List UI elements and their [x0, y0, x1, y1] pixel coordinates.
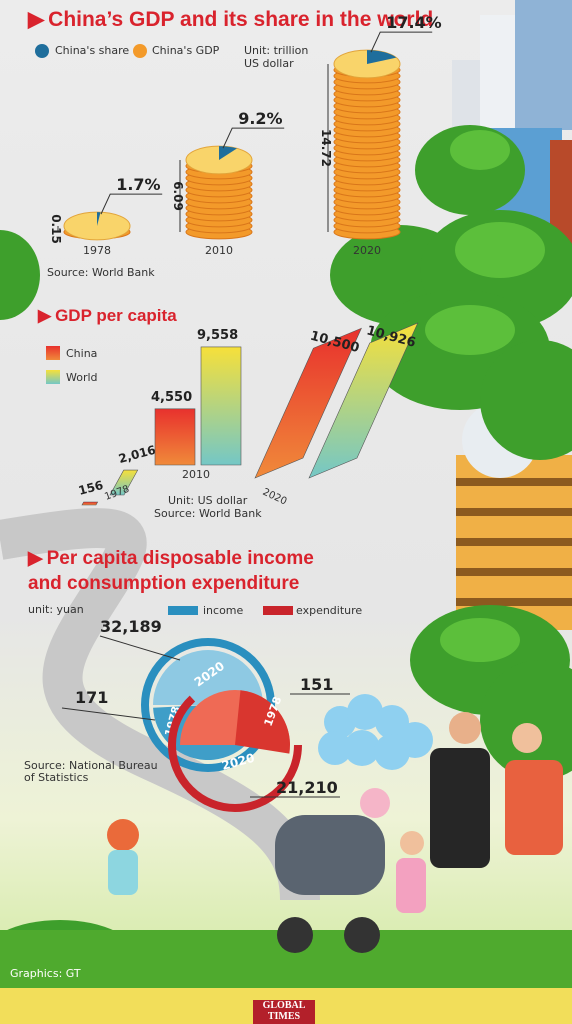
world-bar-1978 — [109, 469, 139, 496]
legend-label-income: income — [203, 604, 244, 617]
father-head — [449, 712, 481, 744]
gdp-coin-stacks: 1.7% 0.15 1978 9.2% 6.09 2010 17.4% 14.72 2020 — [49, 13, 442, 257]
triangle-bullet-icon: ▶ — [28, 8, 45, 31]
income-value-2020: 32,189 — [100, 617, 162, 636]
gdp-value-label: 0.15 — [49, 214, 63, 244]
world-bar-2020 — [308, 322, 419, 479]
legend-label-share: China's share — [55, 44, 130, 57]
global-times-logo: GLOBAL TIMES — [253, 1000, 315, 1024]
legend-label-china: China — [66, 347, 98, 360]
section3-unit: unit: yuan — [28, 603, 84, 616]
triangle-bullet-icon: ▶ — [28, 548, 43, 569]
road — [0, 508, 320, 901]
value-leader-line — [99, 635, 181, 661]
china-bar-2020 — [254, 327, 362, 479]
legend-swatch-world — [46, 370, 60, 384]
girl-head — [400, 831, 424, 855]
father-figure — [430, 748, 490, 868]
china-bar-2010 — [154, 408, 196, 466]
gdp-share-legend — [35, 44, 147, 58]
section2-unit: Unit: US dollar — [168, 494, 248, 507]
stroller-icon — [275, 815, 385, 895]
mother-head — [512, 723, 542, 753]
income-value-1978: 171 — [75, 688, 108, 707]
tree-highlights — [425, 130, 545, 662]
section3-title: ▶ Per capita disposable income and consum… — [28, 548, 314, 594]
boy-helmet — [107, 819, 139, 851]
expenditure-value-2020: 21,210 — [276, 778, 338, 797]
expenditure-slice-1978 — [235, 690, 290, 754]
boy-figure — [108, 850, 138, 895]
gdp-value-label: 14.72 — [319, 129, 333, 167]
year-label: 2010 — [182, 468, 210, 481]
stroller-wheel-left — [277, 917, 313, 953]
year-label: 2010 — [205, 244, 233, 257]
mother-figure — [505, 760, 563, 855]
china-bar-1978 — [81, 501, 99, 506]
world-bar-2010 — [200, 346, 242, 466]
legend-swatch-china — [46, 346, 60, 360]
year-label: 1978 — [83, 244, 111, 257]
share-value-label: 9.2% — [238, 109, 282, 128]
cotton-candy-icon — [360, 788, 390, 818]
balloons-icon — [318, 694, 433, 770]
gdp-value-label: 6.09 — [171, 181, 185, 211]
legend-label-expenditure: expenditure — [296, 604, 363, 617]
expenditure-ring — [168, 678, 302, 812]
section2-title: ▶ GDP per capita — [38, 306, 177, 325]
section2-source: Source: World Bank — [154, 507, 262, 520]
china-value-2010: 4,550 — [151, 390, 192, 405]
legend-swatch-share — [35, 44, 49, 58]
girl-figure — [396, 858, 426, 913]
legend-swatch-income — [168, 606, 198, 615]
legend-swatch-gdp — [133, 44, 147, 58]
stroller-wheel-right — [344, 917, 380, 953]
gdp-per-capita-legend — [46, 346, 60, 384]
expenditure-value-1978: 151 — [300, 675, 333, 694]
share-leader-line — [100, 193, 163, 215]
share-slice-2010 — [219, 146, 238, 160]
share-value-label: 1.7% — [116, 175, 160, 194]
section1-source: Source: World Bank — [47, 266, 155, 279]
legend-label-gdp: China's GDP — [152, 44, 220, 57]
graphics-credit: Graphics: GT — [10, 967, 81, 980]
share-slice-2020 — [367, 50, 397, 64]
section3-source-line1: Source: National Bureau — [24, 759, 158, 772]
triangle-bullet-icon: ▶ — [38, 306, 52, 325]
share-leader-line — [370, 31, 433, 53]
year-label: 2020 — [353, 244, 381, 257]
share-slice-1978 — [97, 212, 101, 226]
tower-stripes — [456, 478, 572, 606]
world-value-2010: 9,558 — [197, 328, 238, 343]
unit-label-line2: US dollar — [244, 57, 294, 70]
share-leader-line — [222, 127, 285, 149]
value-leader-line — [61, 707, 156, 721]
building-blue — [515, 0, 572, 130]
section3-source-line2: of Statistics — [24, 771, 89, 784]
unit-label-line1: Unit: trillion — [244, 44, 309, 57]
china-value-1978: 156 — [77, 478, 105, 498]
share-value-label: 17.4% — [386, 13, 442, 32]
legend-label-world: World — [66, 371, 98, 384]
income-legend — [168, 606, 293, 615]
section1-title: ▶ China’s GDP and its share in the world — [28, 8, 434, 31]
legend-swatch-expenditure — [263, 606, 293, 615]
